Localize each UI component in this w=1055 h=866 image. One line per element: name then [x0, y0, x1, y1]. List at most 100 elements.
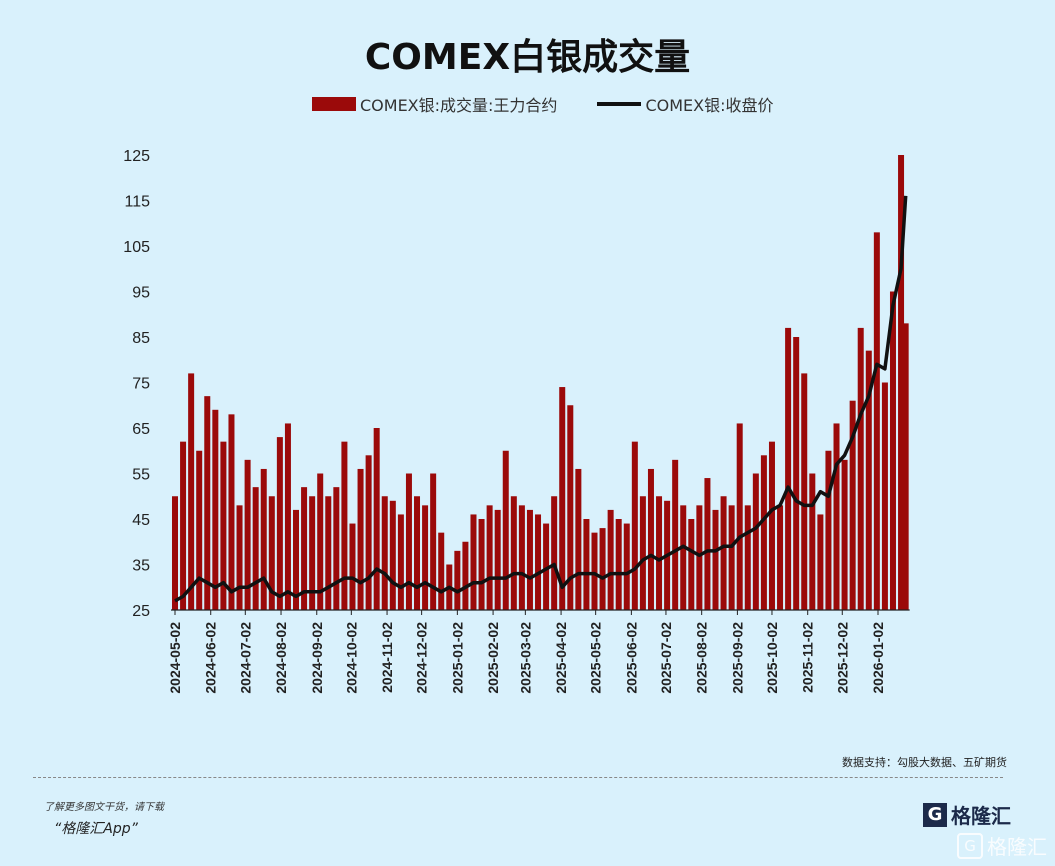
volume-bar	[841, 459, 848, 610]
watermark-g-icon: G	[957, 832, 983, 859]
volume-bar	[478, 519, 485, 610]
volume-bar	[639, 496, 646, 610]
volume-bar	[833, 423, 840, 610]
x-tick-label: 2024-11-02	[379, 622, 395, 693]
volume-bar	[889, 291, 896, 610]
volume-bar	[873, 232, 880, 610]
volume-bar	[397, 514, 404, 610]
volume-bar	[777, 505, 784, 610]
volume-bar	[881, 382, 888, 610]
x-tick-label: 2025-11-02	[800, 622, 816, 693]
volume-bar	[284, 423, 291, 610]
volume-bar	[486, 505, 493, 610]
x-tick-label: 2024-06-02	[203, 622, 219, 694]
volume-bar	[268, 496, 275, 610]
volume-bar	[365, 455, 372, 610]
y-tick-label: 95	[132, 285, 150, 302]
x-tick-label: 2025-05-02	[588, 622, 604, 694]
volume-bar	[898, 155, 905, 610]
volume-bar	[760, 455, 767, 610]
volume-bar	[615, 519, 622, 610]
volume-bar	[809, 473, 816, 610]
legend-label-price: COMEX银:收盘价	[645, 96, 774, 115]
volume-bar	[252, 487, 259, 610]
promo-app-name: “格隆汇App”	[54, 821, 138, 837]
x-tick-label: 2024-09-02	[309, 622, 325, 694]
x-tick-label: 2024-07-02	[237, 622, 253, 694]
volume-bar	[502, 450, 509, 610]
volume-bar	[785, 327, 792, 610]
volume-bar	[244, 459, 251, 610]
volume-bar	[341, 441, 348, 610]
volume-bar	[857, 327, 864, 610]
y-tick-label: 55	[132, 467, 150, 484]
volume-bar	[260, 468, 267, 610]
volume-bar	[712, 509, 719, 610]
x-tick-label: 2025-10-02	[764, 622, 780, 694]
x-tick-label: 2025-12-02	[834, 622, 850, 694]
volume-bar	[389, 500, 396, 610]
volume-bar	[720, 496, 727, 610]
y-tick-label: 125	[123, 148, 150, 165]
volume-bar	[381, 496, 388, 610]
y-tick-label: 105	[123, 239, 150, 256]
divider	[33, 777, 1003, 778]
x-tick-label: 2025-04-02	[553, 622, 569, 694]
chart-title: COMEX白银成交量	[364, 37, 691, 78]
legend: COMEX银:成交量:王力合约 COMEX银:收盘价	[312, 92, 773, 116]
volume-bar	[704, 478, 711, 610]
watermark: G 格隆汇	[957, 831, 1047, 860]
legend-swatch-price	[597, 102, 642, 106]
volume-bar	[535, 514, 542, 610]
price-line	[174, 195, 908, 603]
volume-bar	[623, 523, 630, 610]
brand-logo: G 格隆汇	[923, 800, 1011, 829]
volume-bar	[518, 505, 525, 610]
volume-bar	[607, 509, 614, 610]
volume-bar	[333, 487, 340, 610]
volume-bar	[656, 496, 663, 610]
volume-bar	[736, 423, 743, 610]
volume-bar	[180, 441, 187, 610]
volume-bar	[688, 519, 695, 610]
volume-bar	[317, 473, 324, 610]
x-tick-label: 2025-02-02	[485, 622, 501, 694]
volume-bar	[172, 496, 178, 610]
volume-bar	[309, 496, 316, 610]
x-tick-label: 2026-01-02	[870, 622, 886, 694]
y-tick-label: 45	[132, 512, 150, 529]
volume-bar	[373, 428, 380, 610]
volume-bar	[357, 468, 364, 610]
x-tick-label: 2025-08-02	[694, 622, 710, 694]
volume-bar	[188, 373, 195, 610]
volume-bar	[470, 514, 477, 610]
volume-bar	[591, 532, 598, 610]
volume-bar	[801, 373, 808, 610]
volume-bar	[349, 523, 356, 610]
volume-bar	[728, 505, 735, 610]
x-tick-label: 2025-03-02	[517, 622, 533, 694]
y-tick-label: 35	[132, 558, 150, 575]
volume-bar	[672, 459, 679, 610]
volume-bar	[599, 528, 606, 610]
volume-bar	[430, 473, 437, 610]
x-tick-label: 2025-06-02	[623, 622, 639, 694]
volume-bar	[325, 496, 332, 610]
legend-swatch-volume	[312, 97, 356, 111]
volume-bar	[825, 450, 832, 610]
volume-bar	[220, 441, 227, 610]
volume-bar	[680, 505, 687, 610]
volume-bar	[438, 532, 445, 610]
volume-bar	[510, 496, 517, 610]
watermark-text: 格隆汇	[987, 835, 1047, 859]
volume-bar	[768, 441, 775, 610]
volume-bar	[212, 409, 219, 610]
y-tick-label: 115	[124, 194, 150, 211]
volume-bar	[559, 387, 566, 610]
y-tick-label: 85	[132, 330, 150, 347]
volume-bar	[865, 350, 872, 610]
volume-bar	[647, 468, 654, 610]
logo-g-icon: G	[923, 802, 947, 827]
x-tick-label: 2025-07-02	[658, 622, 674, 694]
